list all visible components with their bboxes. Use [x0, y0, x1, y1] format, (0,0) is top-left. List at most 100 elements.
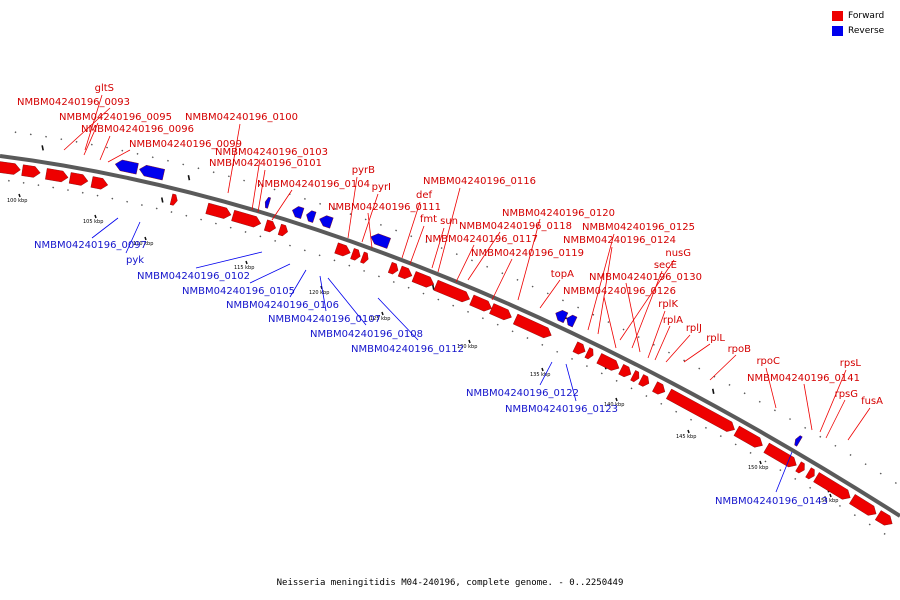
forward-gene-label[interactable]: rplK: [658, 299, 678, 310]
forward-gene-label[interactable]: NMBM04240196_0125: [582, 222, 695, 233]
forward-gene-label[interactable]: gltS: [95, 83, 114, 94]
forward-gene-label[interactable]: rpoB: [728, 344, 752, 355]
forward-gene-arrow[interactable]: [469, 294, 492, 312]
forward-gene-arrow[interactable]: [584, 347, 594, 360]
kbp-tick-label: 135 kbp: [530, 372, 550, 378]
forward-gene-arrow[interactable]: [638, 374, 650, 387]
reverse-gene-label[interactable]: pyk: [126, 255, 144, 266]
reverse-gene-label[interactable]: NMBM04240196_0122: [466, 388, 579, 399]
forward-gene-label[interactable]: NMBM04240196_0101: [209, 158, 322, 169]
forward-gene-label[interactable]: nusG: [665, 248, 691, 259]
forward-gene-arrow[interactable]: [665, 388, 735, 432]
inner-track-dash: [571, 357, 574, 360]
forward-gene-label[interactable]: rpoC: [756, 356, 780, 367]
forward-gene-arrow[interactable]: [572, 341, 586, 355]
reverse-gene-label[interactable]: NMBM04240196_0102: [137, 271, 250, 282]
forward-gene-label[interactable]: NMBM04240196_0095: [59, 112, 172, 123]
forward-gene-label[interactable]: rplJ: [686, 323, 702, 334]
forward-gene-label[interactable]: NMBM04240196_0124: [563, 235, 676, 246]
inner-track-dash: [274, 239, 277, 242]
reverse-gene-arrow[interactable]: [794, 435, 803, 447]
reverse-gene-arrow[interactable]: [319, 215, 334, 229]
forward-gene-arrow[interactable]: [596, 353, 620, 371]
forward-gene-label[interactable]: topA: [551, 269, 574, 280]
forward-gene-label[interactable]: rplA: [663, 315, 683, 326]
forward-gene-label[interactable]: rpsL: [840, 358, 862, 369]
forward-gene-label[interactable]: NMBM04240196_0099: [129, 139, 242, 150]
forward-gene-arrow[interactable]: [805, 467, 815, 480]
forward-gene-arrow[interactable]: [489, 303, 512, 321]
reverse-gene-label[interactable]: NMBM04240196_0123: [505, 404, 618, 415]
forward-gene-arrow[interactable]: [433, 279, 470, 303]
forward-gene-arrow[interactable]: [512, 313, 552, 339]
forward-gene-arrow[interactable]: [630, 370, 640, 383]
forward-gene-arrow[interactable]: [849, 494, 877, 516]
forward-gene-label[interactable]: NMBM04240196_0130: [589, 272, 702, 283]
forward-gene-arrow[interactable]: [874, 510, 893, 526]
forward-gene-arrow[interactable]: [263, 219, 276, 233]
forward-gene-label[interactable]: secE: [654, 260, 677, 271]
forward-gene-arrow[interactable]: [360, 251, 369, 264]
forward-gene-arrow[interactable]: [652, 381, 666, 395]
reverse-gene-label[interactable]: NMBM04240196_0143: [715, 496, 828, 507]
legend-reverse: Reverse: [832, 23, 892, 38]
forward-gene-label[interactable]: NMBM04240196_0141: [747, 373, 860, 384]
forward-gene-arrow[interactable]: [350, 248, 361, 261]
forward-gene-label[interactable]: pyrB: [352, 165, 375, 176]
inner-track-dash: [481, 317, 484, 320]
forward-gene-label[interactable]: NMBM04240196_0111: [328, 202, 441, 213]
reverse-gene-label[interactable]: NMBM04240196_0108: [310, 329, 423, 340]
forward-gene-label[interactable]: fusA: [861, 396, 883, 407]
forward-gene-arrow[interactable]: [411, 271, 435, 288]
forward-label-leader: [491, 258, 513, 301]
reverse-gene-arrow[interactable]: [139, 164, 165, 181]
reverse-gene-label[interactable]: NMBM04240196_0097: [34, 240, 147, 251]
reverse-gene-label[interactable]: NMBM04240196_0106: [226, 300, 339, 311]
forward-gene-label[interactable]: rpsG: [835, 389, 858, 400]
forward-gene-label[interactable]: NMBM04240196_0104: [257, 179, 370, 190]
reverse-gene-arrow[interactable]: [264, 196, 272, 209]
outer-track-dash: [182, 163, 185, 166]
forward-gene-arrow[interactable]: [68, 172, 89, 186]
forward-gene-label[interactable]: NMBM04240196_0118: [459, 221, 572, 232]
reverse-gene-label[interactable]: NMBM04240196_0107: [268, 314, 381, 325]
forward-gene-arrow[interactable]: [0, 161, 21, 175]
forward-gene-arrow[interactable]: [387, 261, 399, 275]
reverse-gene-arrow[interactable]: [306, 210, 317, 223]
forward-gene-label[interactable]: NMBM04240196_0103: [215, 147, 328, 158]
forward-gene-label[interactable]: NMBM04240196_0116: [423, 176, 536, 187]
forward-gene-arrow[interactable]: [21, 164, 41, 178]
reverse-gene-arrow[interactable]: [555, 310, 569, 324]
forward-gene-arrow[interactable]: [618, 364, 632, 378]
reverse-gene-arrow[interactable]: [566, 314, 578, 328]
forward-gene-label[interactable]: sun: [440, 216, 458, 227]
forward-gene-label[interactable]: fmt: [420, 214, 437, 225]
forward-gene-label[interactable]: NMBM04240196_0093: [17, 97, 130, 108]
forward-gene-arrow[interactable]: [334, 242, 351, 257]
forward-gene-arrow[interactable]: [277, 223, 288, 237]
forward-gene-label[interactable]: NMBM04240196_0100: [185, 112, 298, 123]
forward-gene-label[interactable]: NMBM04240196_0120: [502, 208, 615, 219]
forward-gene-arrow[interactable]: [231, 209, 262, 228]
forward-gene-arrow[interactable]: [763, 442, 797, 468]
reverse-gene-label[interactable]: NMBM04240196_0105: [182, 286, 295, 297]
forward-gene-label[interactable]: pyrI: [372, 182, 391, 193]
forward-gene-arrow[interactable]: [169, 193, 178, 206]
forward-gene-arrow[interactable]: [795, 461, 805, 474]
forward-gene-arrow[interactable]: [397, 265, 413, 280]
forward-gene-label[interactable]: rplL: [706, 333, 725, 344]
reverse-gene-arrow[interactable]: [292, 206, 305, 219]
reverse-gene-arrow[interactable]: [370, 233, 391, 249]
forward-gene-arrow[interactable]: [45, 168, 69, 183]
forward-gene-label[interactable]: NMBM04240196_0126: [563, 286, 676, 297]
forward-gene-label[interactable]: NMBM04240196_0096: [81, 124, 194, 135]
forward-gene-arrow[interactable]: [205, 202, 232, 219]
forward-gene-arrow[interactable]: [733, 425, 763, 448]
reverse-gene-label[interactable]: NMBM04240196_0112: [351, 344, 464, 355]
forward-gene-label[interactable]: NMBM04240196_0117: [425, 234, 538, 245]
forward-gene-arrow[interactable]: [813, 472, 851, 500]
forward-gene-arrow[interactable]: [90, 176, 109, 190]
forward-gene-label[interactable]: def: [416, 190, 433, 201]
reverse-gene-arrow[interactable]: [114, 159, 139, 175]
forward-gene-label[interactable]: NMBM04240196_0119: [471, 248, 584, 259]
